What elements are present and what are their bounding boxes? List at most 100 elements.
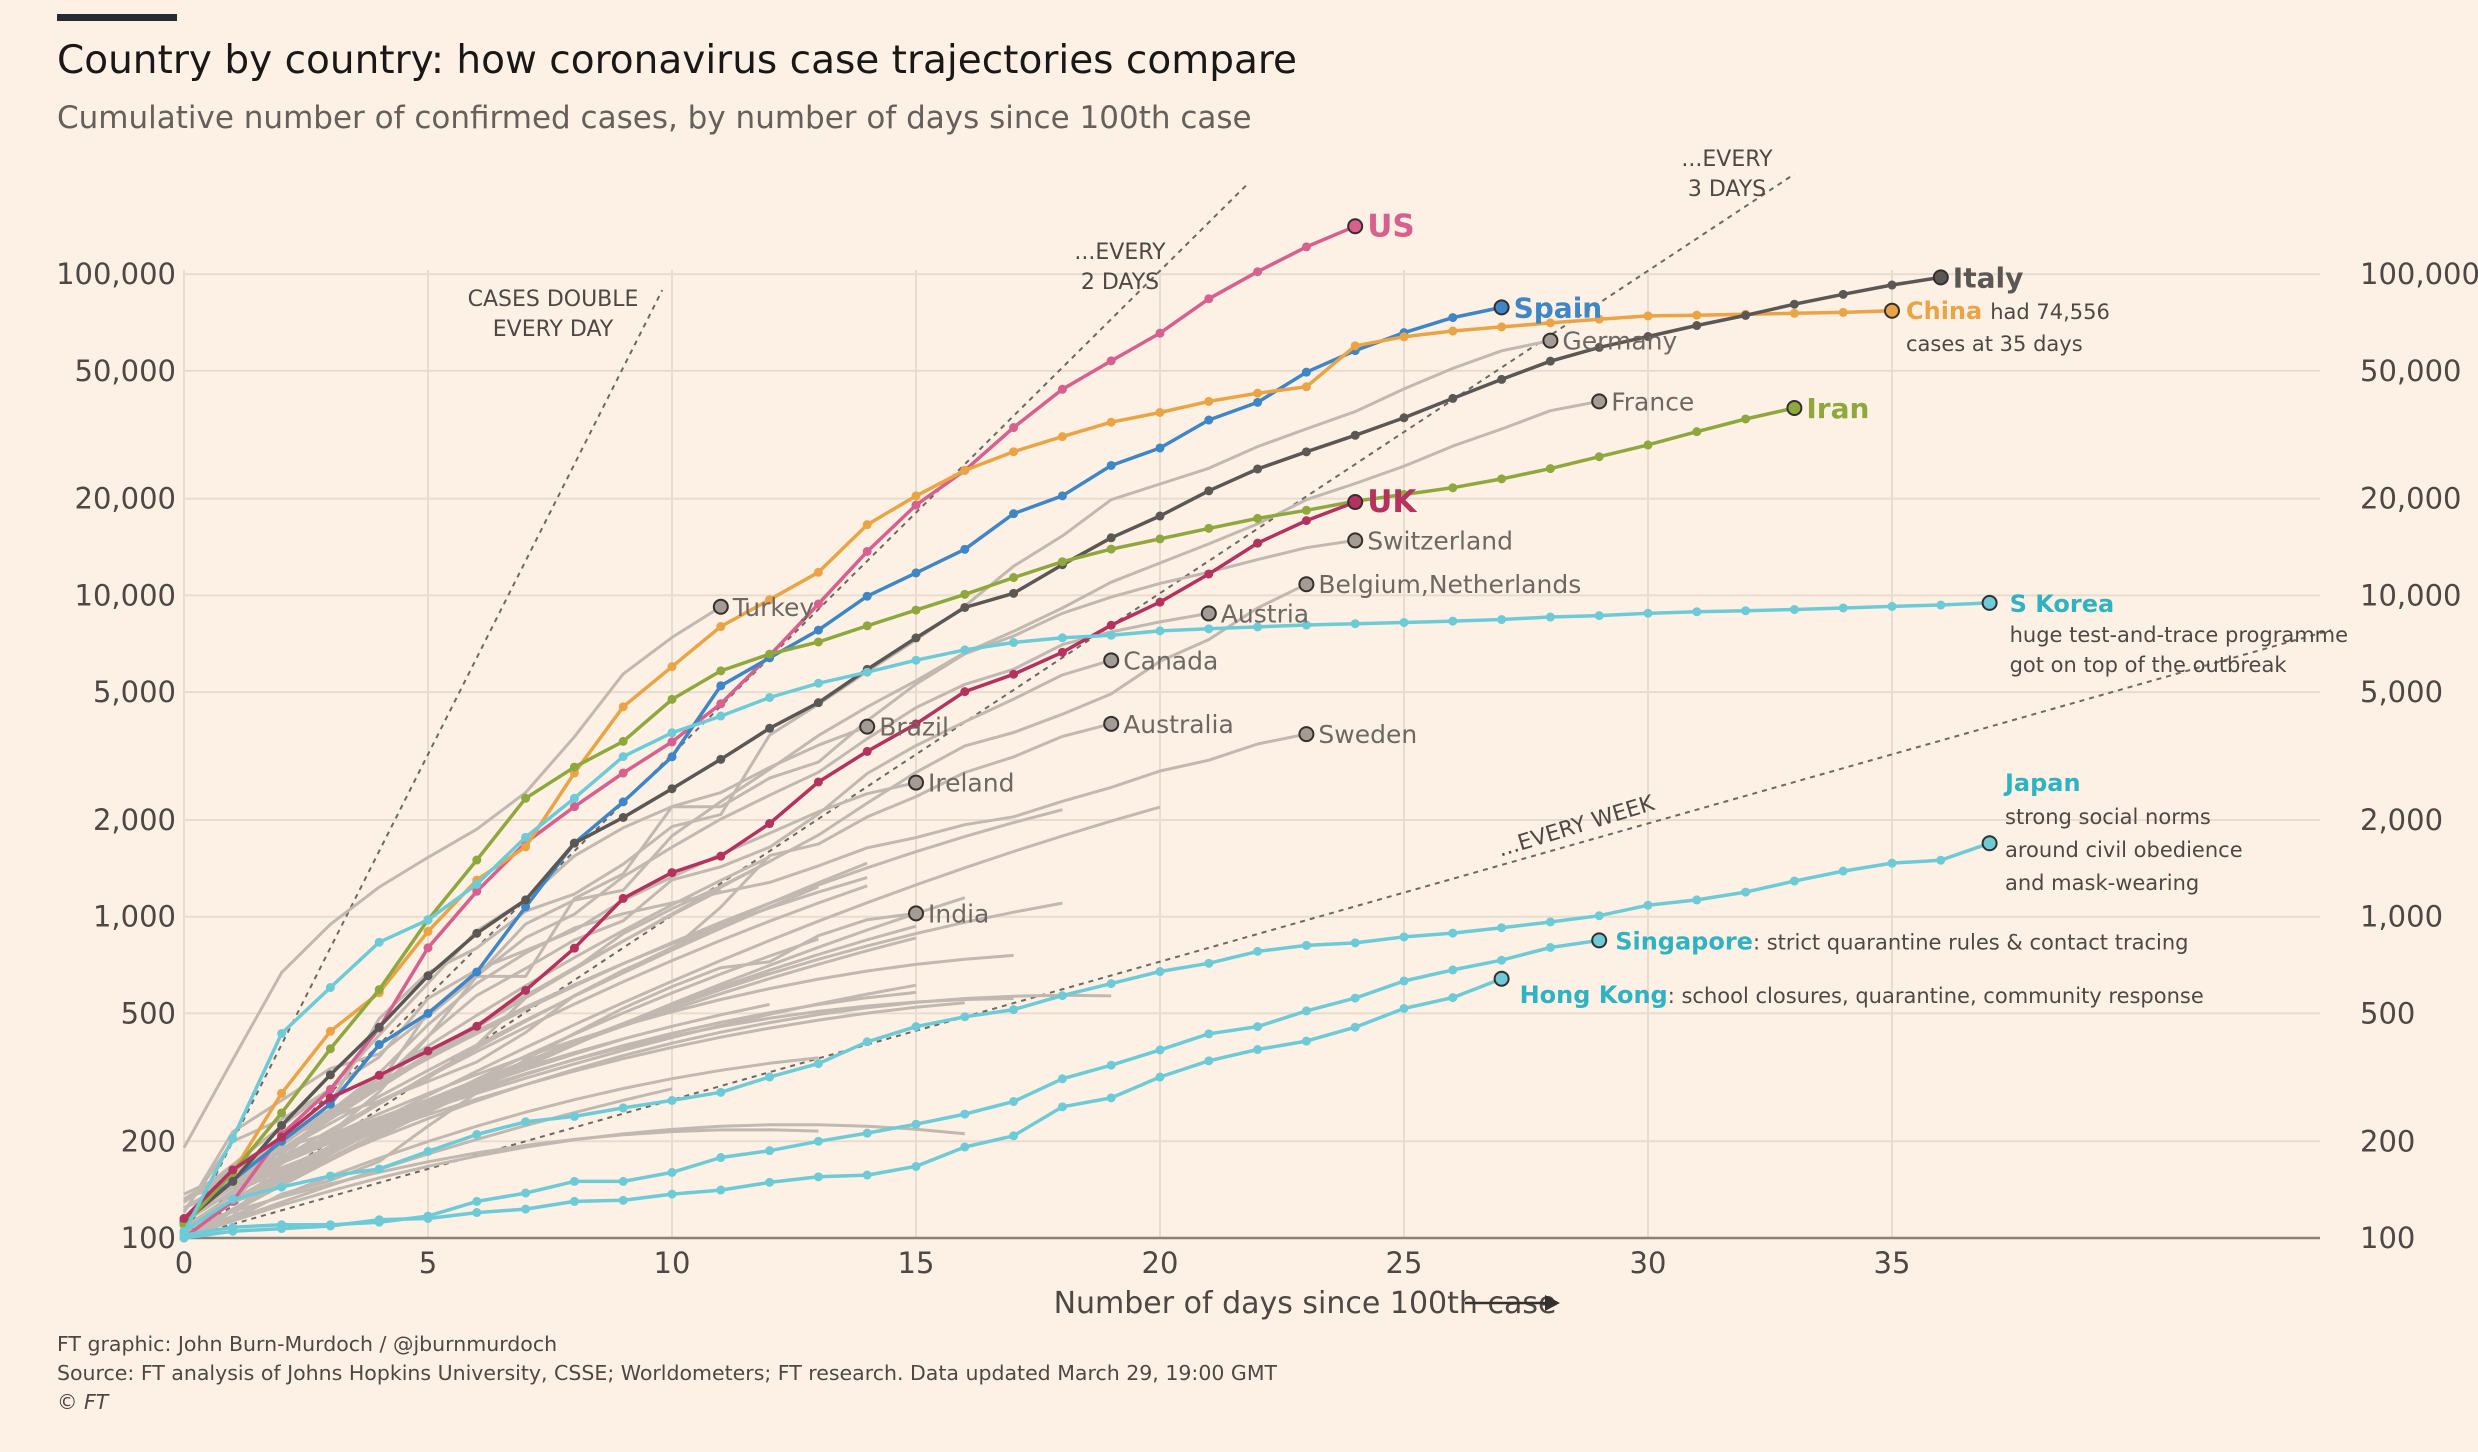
china-point [1155,407,1165,417]
china-point [1692,310,1702,320]
japan-point [813,1059,823,1069]
s-korea-point [1497,615,1507,625]
china-point [1399,332,1409,342]
spain-point [813,625,823,635]
japan-annotation-line: and mask-wearing [2005,871,2199,895]
singapore-point [472,1196,482,1206]
series-labels: US Spain China had 74,556 cases at 35 days It… [732,208,2348,1009]
s-korea-point [569,793,579,803]
singapore-point [1204,1029,1214,1039]
italy-point [1789,299,1799,309]
axes: 0 5 10 15 20 25 30 35 100 100 200 200 500 500 1,000 1,0… [56,257,2478,1320]
s-korea-point [1106,630,1116,640]
s-korea-point [911,655,921,665]
double-every-week-label: ...EVERY WEEK [1495,791,1658,862]
italy-point [1643,332,1653,342]
china-point [716,622,726,632]
us-point [1155,328,1165,338]
singapore-point [862,1128,872,1138]
spain-label: Spain [1514,291,1603,324]
china-point [1789,308,1799,318]
ireland-end-marker [908,774,924,791]
japan-point [325,1171,335,1181]
switzerland-end-marker [1347,532,1364,549]
japan-point [277,1182,287,1192]
uk-point [179,1213,189,1223]
y-tick-label-right: 1,000 [2360,900,2443,934]
japan-point [960,1012,970,1022]
s-korea-point [1009,638,1019,648]
china-point [1301,382,1311,392]
austria-end-marker [1200,605,1217,622]
canada-label: Canada [1123,646,1218,675]
canada-end-marker [1103,652,1120,669]
iran-point [374,985,384,995]
hong-kong-point [862,1170,872,1180]
china-point [325,1026,335,1036]
japan-point [1789,876,1799,886]
italy-point [667,784,677,794]
japan-point [569,1111,579,1121]
singapore-label: Singapore: strict quarantine rules & con… [1615,927,2188,955]
china-annotation-line: cases at 35 days [1906,332,2083,356]
s-korea-point [618,752,628,762]
s-korea-point [1399,617,1409,627]
italy-point [1155,511,1165,521]
iran-point [1545,464,1555,474]
iran-point [667,694,677,704]
japan-point [1887,858,1897,868]
singapore-point [1545,942,1555,952]
iran-point [1448,483,1458,493]
singapore-point [618,1176,628,1186]
y-tick-label-right: 20,000 [2360,482,2461,516]
iran-point [716,666,726,676]
singapore-point [521,1188,531,1198]
us-point [1253,267,1263,277]
iran-point [1594,452,1604,462]
iran-point [1057,557,1067,567]
china-point [911,491,921,501]
uk-point [1204,569,1214,579]
italy-point [1399,413,1409,423]
iran-point [472,855,482,865]
turkey-end-marker [712,598,729,615]
singapore-point [667,1167,677,1177]
singapore-point [1057,1074,1067,1084]
hong-kong-point [618,1195,628,1205]
italy-point [521,895,531,905]
spain-point [1204,415,1214,425]
japan-point [1301,940,1311,950]
japan-point [1057,991,1067,1001]
s-korea-label: S Korea [2010,590,2115,618]
singapore-point [1448,965,1458,975]
s-korea-point [1643,608,1653,618]
iran-point [1155,534,1165,544]
spain-point [472,967,482,977]
singapore-end-marker [1591,932,1608,949]
japan-point [618,1103,628,1113]
japan-point [228,1194,238,1204]
china-point [1594,314,1604,324]
iran-label: Iran [1806,392,1869,425]
singapore-point [569,1176,579,1186]
s-korea-point [1057,633,1067,643]
uk-point [1155,597,1165,607]
japan-end-marker [1981,835,1998,852]
iran-point [1692,427,1702,437]
iran-point [1301,505,1311,515]
italy-point [1497,374,1507,384]
uk-point [325,1093,335,1103]
iran-point [1643,440,1653,450]
hong-kong-point [1057,1102,1067,1112]
italy-point [1350,430,1360,440]
china-point [277,1088,287,1098]
singapore-point [1350,993,1360,1003]
s-korea-point [960,645,970,655]
singapore-point [765,1146,775,1156]
s-korea-point [1692,607,1702,617]
s-korea-point [325,983,335,993]
x-tick-label: 25 [1386,1246,1423,1280]
iran-point [765,649,775,659]
singapore-annotation: : strict quarantine rules & contact trac… [1753,930,2189,954]
spain-point [862,591,872,601]
